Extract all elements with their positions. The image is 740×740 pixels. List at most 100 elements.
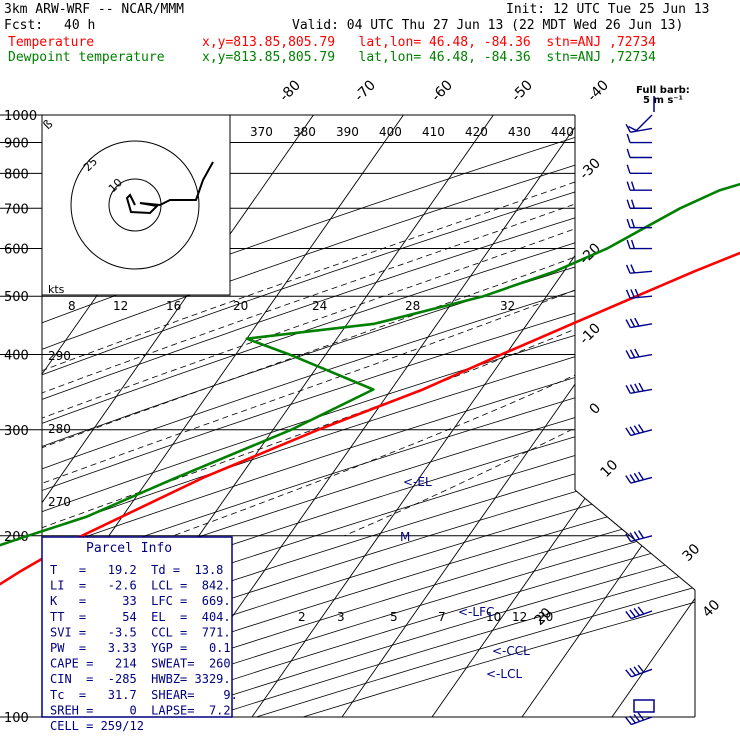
wind-barb-flag bbox=[633, 531, 640, 540]
parcel-info-row: T = 19.2 Td = 13.8 bbox=[50, 563, 223, 577]
wind-barb bbox=[626, 239, 652, 250]
wind-barb-flag bbox=[628, 125, 637, 132]
wind-barb-flag bbox=[625, 533, 632, 542]
wind-barb-flag bbox=[626, 239, 631, 249]
temperature-location: x,y=813.85,805.79 lat,lon= 46.48, -84.36… bbox=[202, 35, 656, 50]
mixing-ratio-label: 12 bbox=[512, 610, 527, 624]
theta-label: 290 bbox=[48, 349, 71, 363]
isotherm-label: 0 bbox=[587, 400, 605, 418]
wind-barb-flag bbox=[625, 717, 632, 725]
pressure-label: 100 bbox=[4, 711, 29, 726]
isotherm-label: 40 bbox=[700, 597, 724, 621]
mixing-ratio-label: 10 bbox=[486, 610, 501, 624]
barb-legend-title: Full barb: bbox=[636, 85, 690, 96]
hodograph-axis-label: 24 bbox=[312, 299, 327, 313]
pressure-label: 300 bbox=[4, 424, 29, 439]
isotherm-label: 10 bbox=[598, 457, 622, 481]
theta-e-label: 420 bbox=[465, 125, 488, 139]
parcel-info-row: PW = 3.33 YGP = 0.1 bbox=[50, 641, 231, 655]
wind-barb bbox=[625, 664, 653, 678]
wind-barb bbox=[628, 114, 653, 132]
hodograph-units: kts bbox=[48, 283, 65, 296]
level-marker: <-LCL bbox=[486, 667, 522, 681]
isotherm-label: -30 bbox=[577, 155, 604, 182]
hodograph-axis-label: 32 bbox=[500, 299, 515, 313]
mixing-ratio-line bbox=[670, 115, 695, 249]
wind-barb bbox=[625, 288, 653, 299]
wind-barb-flag bbox=[626, 199, 631, 209]
theta-e-label: 380 bbox=[293, 125, 316, 139]
dry-adiabat bbox=[42, 115, 695, 717]
wind-barb-flag bbox=[629, 318, 636, 328]
hodograph-ring bbox=[70, 140, 200, 270]
hodograph-axis-label: 8 bbox=[68, 299, 76, 313]
isotherm-line bbox=[521, 115, 695, 717]
isotherm-label: -10 bbox=[577, 320, 604, 347]
pressure-label: 800 bbox=[4, 167, 29, 182]
wind-barb-flag bbox=[633, 425, 640, 434]
valid-time: Valid: 04 UTC Thu 27 Jun 13 (22 MDT Wed … bbox=[292, 18, 684, 33]
wind-barb-flag bbox=[634, 317, 640, 327]
mixing-ratio-line bbox=[730, 115, 740, 249]
theta-e-label: 440 bbox=[551, 125, 574, 139]
dry-adiabat bbox=[42, 115, 695, 717]
theta-e-label: 430 bbox=[508, 125, 531, 139]
wind-barb-flag bbox=[637, 712, 645, 721]
wind-barb-flag bbox=[638, 471, 645, 481]
theta-e-label: 410 bbox=[422, 125, 445, 139]
wind-barb-flag bbox=[633, 666, 641, 675]
hodograph-frame bbox=[41, 114, 231, 296]
dry-adiabat bbox=[256, 115, 695, 717]
mixing-ratio-label: 5 bbox=[390, 610, 398, 624]
isotherm-label: -80 bbox=[277, 77, 304, 104]
parcel-info-box bbox=[41, 536, 233, 718]
wind-barb-flag bbox=[625, 123, 631, 133]
wind-barb-flag bbox=[634, 383, 640, 393]
wind-barb-flag bbox=[638, 424, 645, 433]
theta-label: 270 bbox=[48, 495, 71, 509]
wind-barb-flag bbox=[629, 609, 637, 618]
parcel-info-row: LI = -2.6 LCL = 842. bbox=[50, 579, 231, 593]
theta-label: 280 bbox=[48, 422, 71, 436]
wind-barb-flag bbox=[634, 288, 640, 298]
init-time: Init: 12 UTC Tue 25 Jun 13 bbox=[506, 2, 710, 17]
wind-barb-flag bbox=[625, 264, 631, 274]
pressure-label: 400 bbox=[4, 349, 29, 364]
pressure-label: 600 bbox=[4, 243, 29, 258]
wind-barb bbox=[625, 317, 653, 329]
wind-barb-flag bbox=[633, 472, 640, 482]
hodograph-axis-label: 12 bbox=[113, 299, 128, 313]
isotherm-line bbox=[702, 115, 740, 717]
wind-barb-staff bbox=[635, 114, 653, 132]
level-marker: <-LFC bbox=[458, 605, 494, 619]
parcel-info-row: CELL = 259/12 bbox=[50, 719, 144, 733]
temperature-profile bbox=[0, 251, 740, 586]
wind-barb-flag bbox=[625, 427, 632, 436]
level-marker: <-EL bbox=[403, 475, 432, 489]
isotherm-line bbox=[611, 115, 695, 717]
wind-barb bbox=[625, 712, 653, 726]
hodograph-axis-label: 28 bbox=[405, 299, 420, 313]
parcel-info-title: Parcel Info bbox=[86, 541, 172, 556]
wind-barb-flag bbox=[625, 475, 632, 484]
forecast-hours: 40 h bbox=[64, 18, 96, 33]
isotherm-label: -40 bbox=[585, 77, 612, 104]
dry-adiabat bbox=[42, 115, 695, 717]
wind-barb-flag bbox=[629, 384, 636, 393]
dry-adiabat bbox=[42, 115, 695, 717]
wind-barb bbox=[625, 123, 653, 133]
dewpoint-location: x,y=813.85,805.79 lat,lon= 46.48, -84.36… bbox=[202, 50, 656, 65]
wind-barb-flag bbox=[638, 382, 644, 392]
model-title: 3km ARW-WRF -- NCAR/MMM bbox=[4, 2, 185, 17]
forecast-label: Fcst: bbox=[4, 18, 44, 33]
wind-barb-flag bbox=[625, 385, 631, 394]
wind-barb bbox=[626, 199, 652, 209]
wind-barb bbox=[625, 264, 653, 274]
isotherm-label: -60 bbox=[429, 77, 456, 104]
hodograph-axis-label: 20 bbox=[233, 299, 248, 313]
wind-barb-flag bbox=[630, 264, 636, 274]
mixing-ratio-label: 20 bbox=[538, 610, 553, 624]
parcel-info-row: CAPE = 214 SWEAT= 260 bbox=[50, 657, 231, 671]
level-marker: <-CCL bbox=[492, 644, 530, 658]
